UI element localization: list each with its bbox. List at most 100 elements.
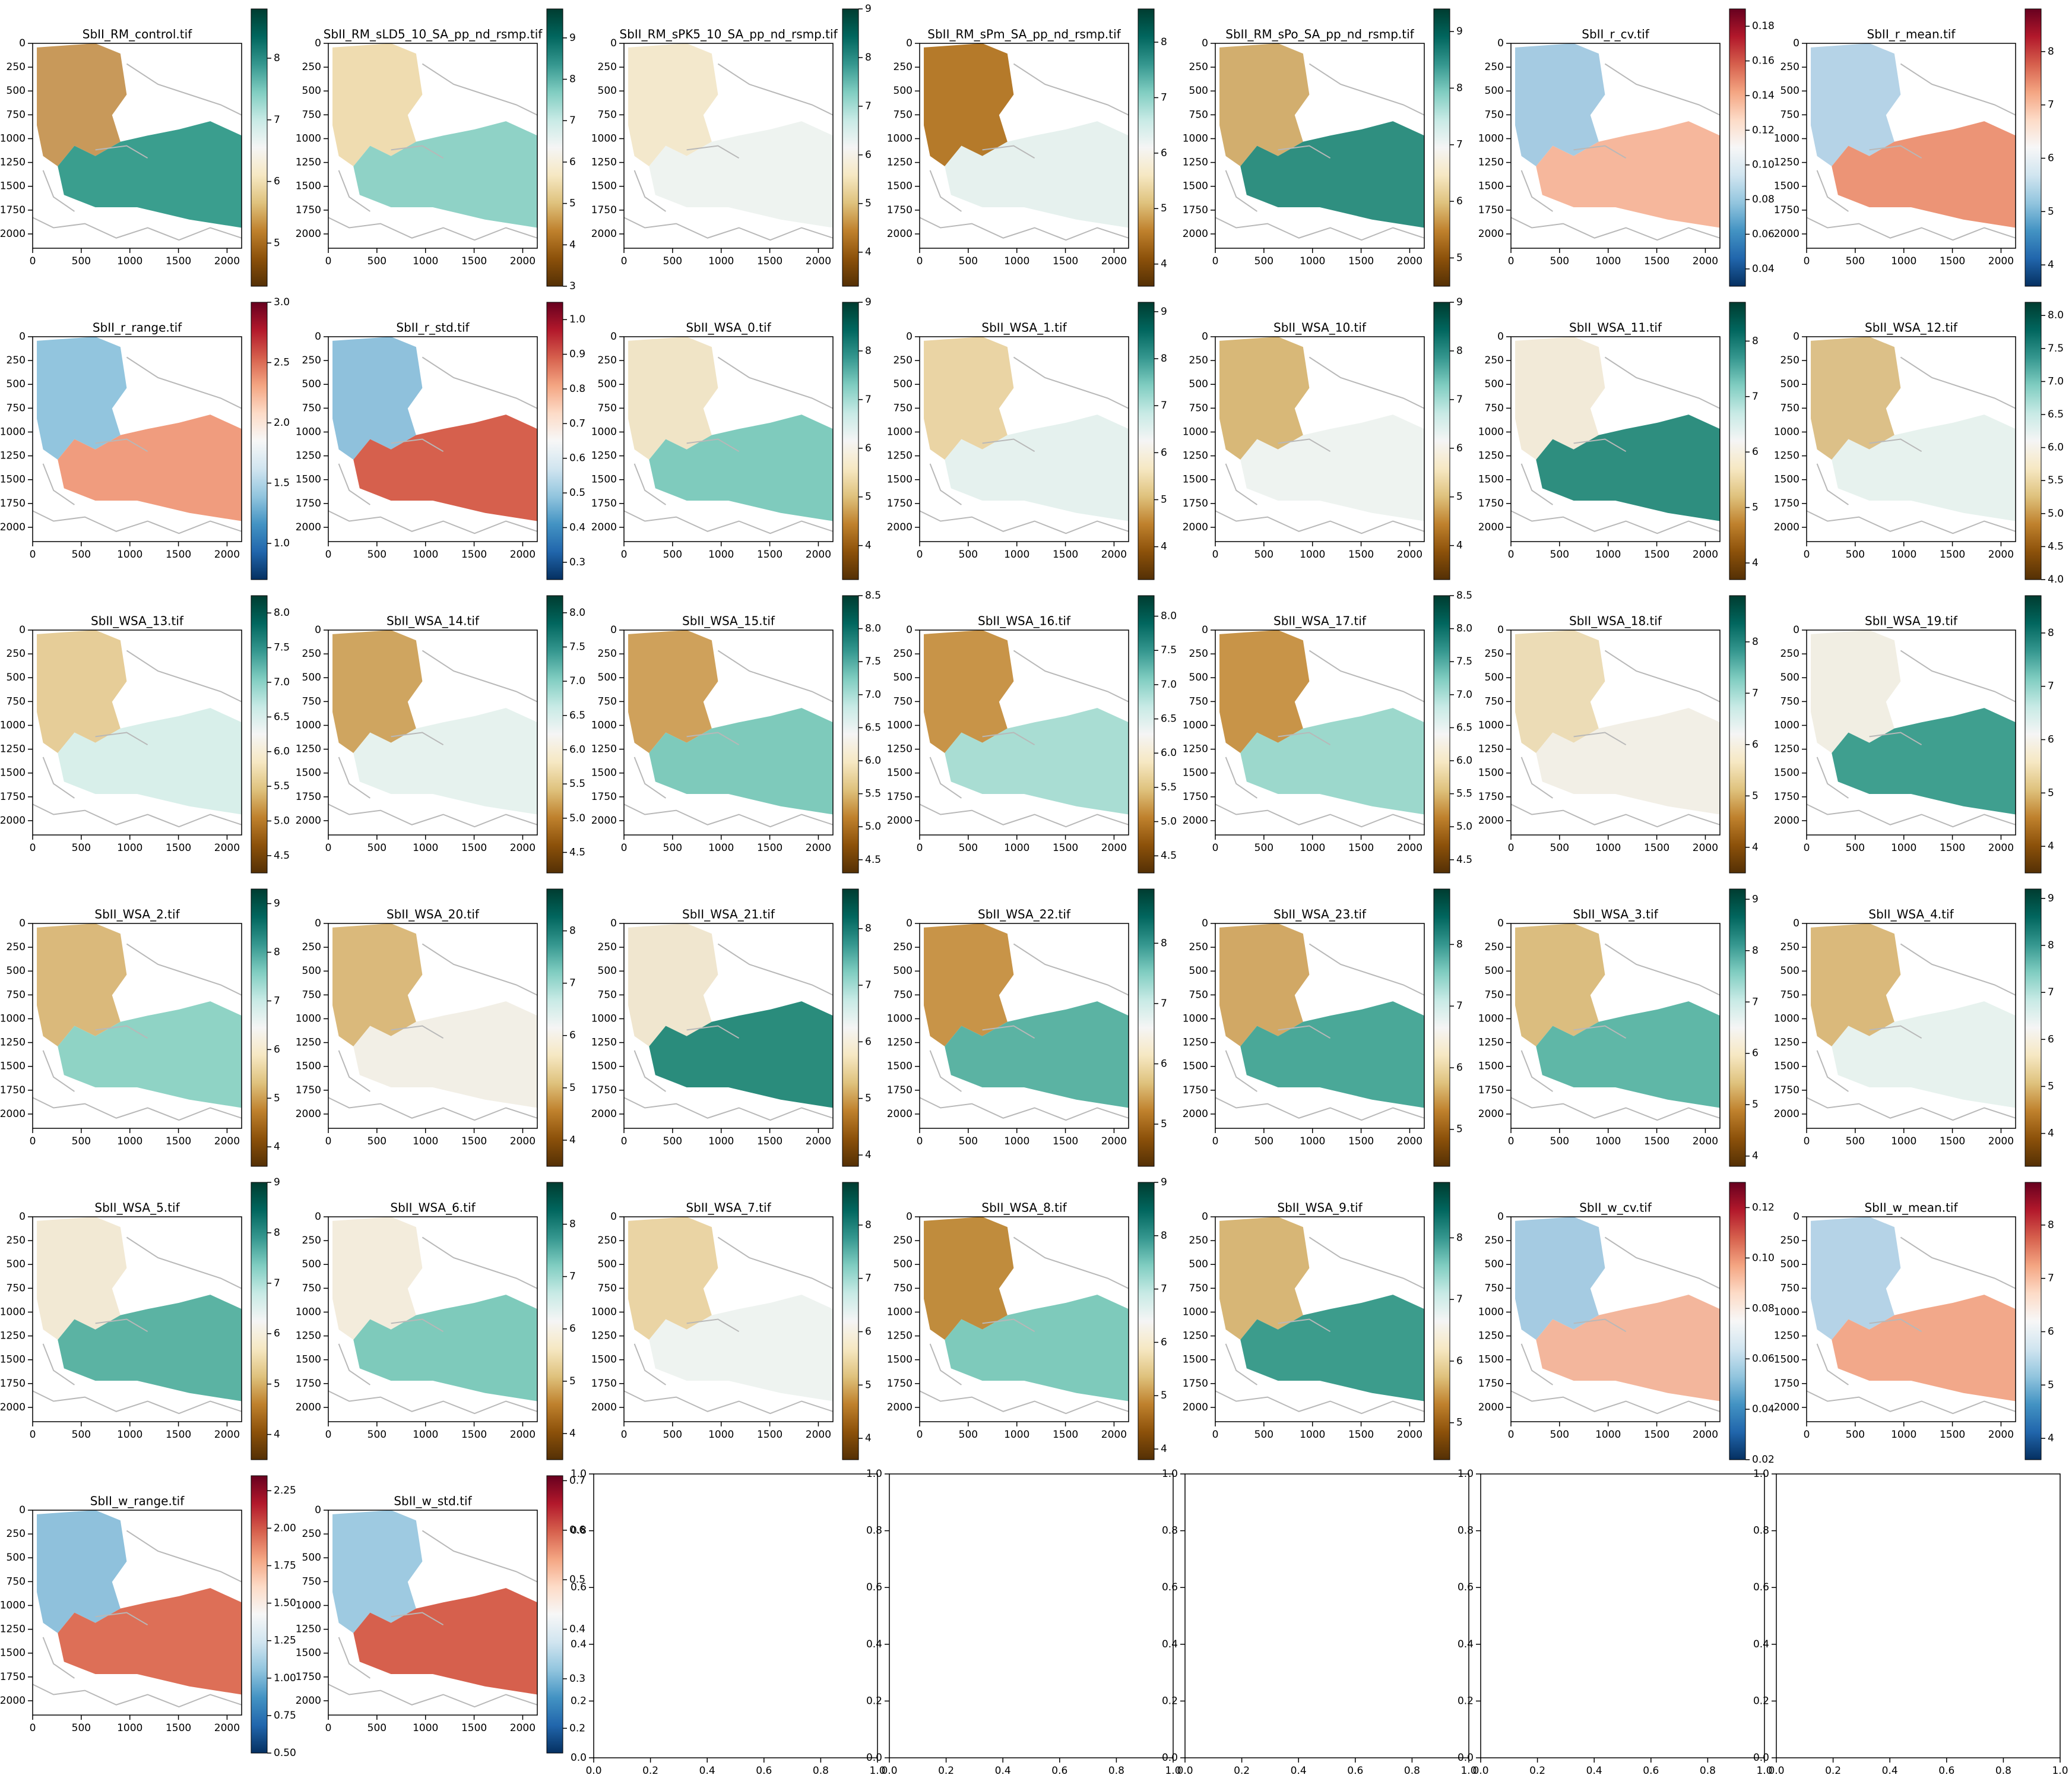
y-tick-label: 1750 [0,1084,26,1096]
y-tick-label: 0.4 [866,1638,882,1650]
colorbar-tick-label: 7.5 [865,656,881,667]
colorbar-tick-label: 5 [274,237,280,249]
panel-title: SbII_WSA_2.tif [94,907,180,922]
y-tick-label: 0 [1202,918,1208,929]
south-region [649,415,833,521]
y-tick-label: 0.0 [571,1752,587,1764]
axes-frame [328,629,538,836]
x-tick-label: 2000 [214,1722,240,1734]
y-tick-label: 250 [1780,355,1799,366]
y-tick-label: 500 [1189,85,1208,97]
colorbar-tick-label: 6 [1456,442,1463,454]
axes-frame [1806,1216,2016,1422]
north-region [1219,923,1310,1046]
river-outline [920,358,1129,534]
colorbar-tick-label: 7.0 [2048,375,2064,387]
map-image [920,1217,1129,1413]
colorbar-tick-label: 6.5 [865,722,881,733]
axes-frame [1215,43,1425,249]
x-tick-label: 1500 [757,842,782,854]
x-tick-label: 1000 [1595,1429,1621,1441]
axes-frame [623,336,834,542]
north-region [1811,43,1901,166]
colorbar [2025,1182,2042,1460]
map-panel: SbII_w_range.tif 0 500 1000 1500 2000 0 250 500 7… [0,1475,296,1759]
y-tick-label: 1500 [887,767,913,779]
panel-title: SbII_r_std.tif [396,321,470,335]
y-tick-label: 0 [315,37,321,49]
x-tick-label: 500 [72,1429,91,1441]
y-tick-label: 1500 [1478,474,1504,486]
x-tick-label: 2000 [1693,842,1718,854]
panel-title: SbII_WSA_10.tif [1273,321,1367,335]
map-panel: SbII_RM_control.tif 0 500 1000 1500 2000 0 250 5… [0,8,280,287]
y-tick-label: 2000 [0,521,26,533]
y-tick-label: 0 [315,918,321,929]
x-tick-label: 0.2 [938,1765,954,1776]
y-tick-label: 1000 [296,1013,321,1024]
y-tick-label: 1250 [591,744,617,755]
axes-frame [32,336,242,542]
x-tick-label: 0.0 [881,1765,897,1776]
north-region [1219,630,1310,753]
y-tick-label: 0 [1202,624,1208,636]
colorbar-tick-label: 4 [2048,1432,2054,1444]
y-tick-label: 1250 [0,157,26,169]
x-tick-label: 0 [325,1722,332,1734]
y-tick-label: 1500 [591,181,617,192]
colorbar [1433,595,1450,874]
south-region [1536,121,1720,228]
colorbar-tick-label: 8 [2048,627,2054,639]
panel-title: SbII_WSA_5.tif [94,1201,180,1215]
x-tick-label: 0 [621,255,628,267]
colorbar [1729,595,1746,874]
x-tick-label: 0 [1804,255,1810,267]
river-outline [1807,944,2016,1121]
y-tick-label: 750 [1189,1282,1208,1294]
colorbar-tick-label: 8 [1161,36,1167,48]
y-tick-label: 1250 [887,1330,913,1342]
south-region [1240,708,1424,815]
y-tick-label: 0 [19,1504,26,1516]
x-tick-label: 1000 [413,1722,438,1734]
colorbar [546,302,563,580]
colorbar-tick-label: 0.6 [569,1524,585,1536]
map-panel: SbII_WSA_17.tif 0 500 1000 1500 2000 0 250 500 75… [1183,590,1472,874]
x-tick-label: 500 [72,549,91,561]
colorbar-tick-label: 7 [1752,687,1759,699]
map-panel: SbII_WSA_2.tif 0 500 1000 1500 2000 0 250 500 750… [0,888,280,1167]
x-tick-label: 500 [367,1135,386,1147]
colorbar-tick-label: 7.0 [569,675,585,687]
panel-title: SbII_WSA_1.tif [981,321,1067,335]
colorbar-tick-label: 6.0 [274,746,290,758]
y-tick-label: 0 [19,37,26,49]
x-tick-label: 1500 [757,549,782,561]
river-outline [920,1238,1129,1414]
colorbar-tick-label: 6 [274,1043,280,1055]
map-image [1511,1217,1720,1413]
south-region [58,1001,242,1108]
axes-frame [328,43,538,249]
x-tick-label: 500 [663,1429,682,1441]
y-tick-label: 250 [302,941,321,953]
river-outline [1511,358,1720,534]
colorbar-tick-label: 7.5 [2048,343,2064,355]
colorbar-tick-label: 5 [1161,203,1167,214]
y-tick-label: 1250 [1183,157,1208,169]
y-tick-label: 1500 [1183,1354,1208,1366]
colorbar-tick-label: 1.50 [274,1597,296,1609]
y-tick-label: 1500 [1183,1061,1208,1073]
colorbar-tick-label: 7.5 [274,642,290,654]
map-panel: SbII_WSA_1.tif 0 500 1000 1500 2000 0 250 500 750… [887,302,1167,580]
map-panel: SbII_WSA_15.tif 0 500 1000 1500 2000 0 250 500 75… [591,590,881,874]
y-tick-label: 250 [302,648,321,660]
colorbar-tick-label: 7.0 [865,689,881,701]
colorbar-tick-label: 4.0 [2048,574,2064,586]
x-tick-label: 500 [1550,842,1569,854]
y-tick-label: 1250 [1183,744,1208,755]
colorbar [842,302,859,580]
y-tick-label: 1500 [0,474,26,486]
panel-title: SbII_w_std.tif [394,1494,472,1508]
colorbar-tick-label: 7 [1456,139,1463,151]
y-tick-label: 250 [1780,941,1799,953]
